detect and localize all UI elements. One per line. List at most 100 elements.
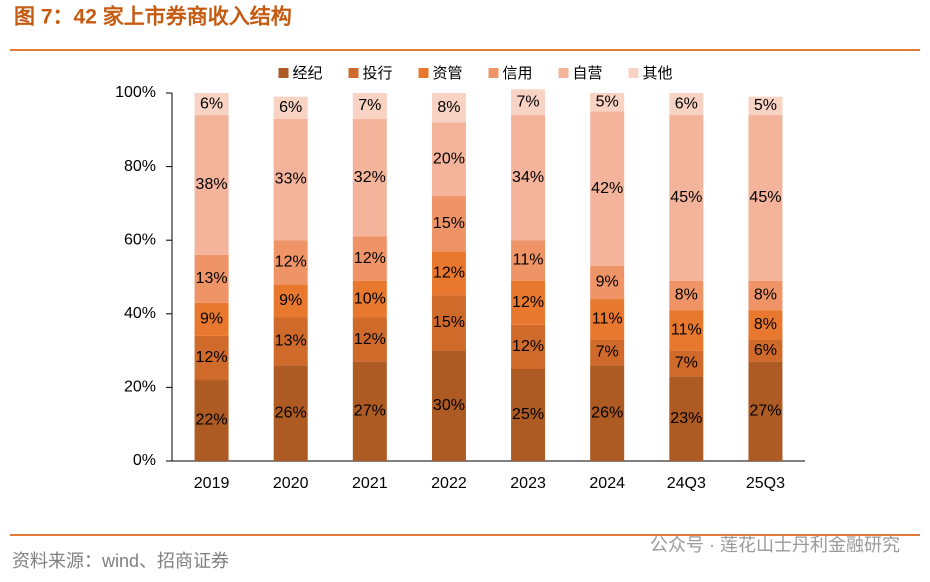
bar-segment	[194, 302, 229, 336]
bar-segment	[748, 115, 783, 281]
y-tick-label: 0%	[133, 452, 156, 469]
data-label: 9%	[596, 274, 619, 291]
data-label: 12%	[354, 331, 386, 348]
data-label: 15%	[433, 314, 465, 331]
legend-label: 自营	[573, 65, 603, 82]
data-label: 22%	[196, 412, 228, 429]
data-label: 8%	[675, 287, 698, 304]
bar-segment	[431, 93, 466, 123]
bar-segment	[352, 361, 387, 461]
bar-segment	[748, 96, 783, 116]
y-tick-label: 80%	[124, 158, 156, 175]
bar-segment	[352, 317, 387, 362]
x-tick-label: 2024	[589, 475, 625, 492]
legend-label: 经纪	[293, 65, 323, 82]
bar-segment	[590, 111, 625, 266]
data-label: 30%	[433, 397, 465, 414]
data-label: 45%	[670, 189, 702, 206]
bar-segment	[273, 96, 308, 119]
data-label: 6%	[675, 95, 698, 112]
bar-segment	[669, 115, 704, 281]
data-label: 38%	[196, 176, 228, 193]
data-label: 5%	[596, 93, 619, 110]
bar-segment	[352, 93, 387, 119]
data-label: 32%	[354, 169, 386, 186]
legend-label: 信用	[503, 65, 533, 82]
data-label: 10%	[354, 290, 386, 307]
data-label: 13%	[275, 333, 307, 350]
bar-segment	[273, 118, 308, 241]
data-label: 11%	[513, 252, 544, 269]
bar-segment	[273, 240, 308, 285]
watermark: 公众号 · 莲花山士丹利金融研究	[650, 535, 900, 555]
bar-segment	[194, 254, 229, 303]
bar-segment	[194, 380, 229, 461]
bar-segment	[669, 280, 704, 311]
data-label: 11%	[671, 322, 702, 339]
data-label: 15%	[433, 215, 465, 232]
data-label: 11%	[592, 311, 623, 328]
bar-segment	[669, 93, 704, 116]
data-label: 27%	[354, 403, 386, 420]
data-label: 26%	[591, 404, 623, 421]
bar-segment	[669, 376, 704, 461]
data-label: 20%	[433, 150, 465, 167]
bar-segment	[669, 310, 704, 351]
data-label: 7%	[517, 93, 540, 110]
bar-segment	[511, 324, 546, 369]
bar-segment	[590, 365, 625, 461]
data-label: 7%	[675, 355, 698, 372]
bar-segment	[669, 350, 704, 377]
data-label: 7%	[358, 97, 381, 114]
bar-segment	[511, 115, 546, 241]
bar-segment	[352, 280, 387, 318]
legend-swatch	[278, 68, 289, 78]
data-label: 7%	[596, 344, 619, 361]
data-label: 12%	[196, 349, 228, 366]
data-label: 34%	[512, 169, 544, 186]
x-tick-label: 25Q3	[746, 475, 785, 492]
data-label: 12%	[275, 253, 307, 270]
x-tick-label: 2020	[273, 475, 309, 492]
bar-segment	[194, 335, 229, 381]
bar-segment	[352, 236, 387, 281]
legend-swatch	[348, 68, 359, 78]
bar-segment	[748, 280, 783, 311]
bar-segment	[748, 310, 783, 340]
bar-segment	[590, 93, 625, 112]
chart-title: 图 7：42 家上市券商收入结构	[14, 5, 292, 29]
legend-label: 投行	[363, 65, 393, 82]
bar-segment	[273, 317, 308, 366]
data-label: 45%	[749, 189, 781, 206]
bar-segment	[431, 196, 466, 252]
legend-label: 资管	[433, 65, 463, 82]
bar-segment	[431, 350, 466, 461]
data-label: 9%	[279, 292, 302, 309]
data-label: 8%	[437, 99, 460, 116]
data-label: 9%	[200, 311, 223, 328]
data-label: 8%	[754, 316, 777, 333]
data-label: 12%	[354, 250, 386, 267]
y-tick-label: 100%	[115, 84, 156, 101]
bar-segment	[273, 284, 308, 318]
data-label: 25%	[512, 406, 544, 423]
bar-segment	[273, 365, 308, 461]
source: 资料来源：wind、招商证券	[12, 551, 229, 571]
bar-segment	[511, 280, 546, 325]
legend-swatch	[418, 68, 429, 78]
bar-segment	[590, 339, 625, 366]
legend-swatch	[488, 68, 499, 78]
data-label: 8%	[754, 287, 777, 304]
bar-segment	[590, 299, 625, 340]
legend-swatch	[558, 68, 569, 78]
y-tick-label: 20%	[124, 379, 156, 396]
bar-segment	[748, 339, 783, 362]
x-tick-label: 2019	[194, 475, 230, 492]
bar-segment	[352, 118, 387, 237]
data-label: 13%	[196, 270, 228, 287]
bar-segment	[748, 361, 783, 461]
data-label: 5%	[754, 97, 777, 114]
data-label: 26%	[275, 404, 307, 421]
data-label: 6%	[754, 342, 777, 359]
